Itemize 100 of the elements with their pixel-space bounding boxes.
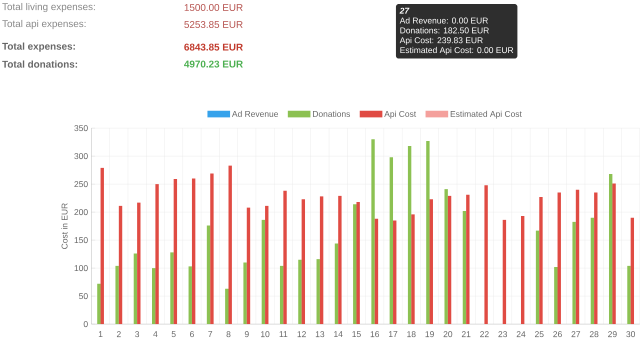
bar	[188, 266, 192, 324]
bar	[520, 216, 524, 324]
x-tick-label: 12	[298, 331, 306, 337]
x-tick-label: 28	[590, 331, 598, 338]
x-tick-label: 21	[462, 331, 470, 337]
y-axis-title: Cost in EUR	[61, 203, 68, 249]
bar	[152, 268, 156, 324]
text: 4970.23 EUR	[184, 60, 243, 68]
legend-label: Estimated Api Cost	[450, 110, 522, 118]
x-tick-label: 15	[352, 331, 361, 337]
bar	[466, 194, 470, 324]
bar	[393, 220, 396, 324]
legend-label: Donations	[313, 110, 350, 117]
bar	[612, 183, 616, 324]
bar	[484, 185, 488, 324]
y-tick-label: 250	[74, 180, 88, 187]
y-tick-label: 50	[79, 292, 88, 299]
x-tick-label: 19	[426, 331, 434, 338]
x-tick-label: 23	[498, 331, 508, 338]
y-tick-label: 300	[74, 152, 88, 159]
x-tick-label: 13	[316, 331, 324, 338]
text: Total api expenses:	[2, 20, 86, 29]
bar	[353, 204, 356, 324]
text: 6843.85 EUR	[184, 43, 243, 50]
text: 27	[400, 8, 410, 14]
x-tick-label: 24	[516, 331, 526, 337]
x-tick-label: 17	[388, 331, 398, 337]
bar	[298, 260, 302, 324]
bar	[316, 258, 320, 324]
bar	[608, 174, 612, 324]
bar	[572, 222, 576, 324]
bar	[374, 218, 378, 324]
text: Total donations:	[2, 60, 78, 68]
bar	[448, 196, 452, 324]
text: Api Cost: 239.83 EUR	[400, 36, 483, 45]
y-tick-label: 350	[74, 124, 88, 131]
x-tick-label: 2	[116, 331, 121, 337]
bar	[115, 266, 119, 324]
x-tick-label: 22	[480, 331, 489, 337]
bar	[630, 218, 634, 324]
bar	[558, 192, 561, 324]
bar	[228, 165, 232, 324]
bar	[426, 140, 430, 324]
bar	[265, 206, 268, 324]
bar	[430, 199, 433, 324]
bar	[262, 220, 266, 324]
bar	[280, 266, 284, 324]
bar	[134, 253, 138, 324]
legend-label: Ad Revenue	[232, 110, 278, 117]
bar	[155, 184, 159, 324]
x-tick-label: 7	[208, 331, 212, 337]
bar	[100, 168, 104, 324]
x-tick-label: 25	[534, 331, 544, 338]
text: Donations: 182.50 EUR	[400, 27, 489, 34]
bar	[554, 266, 558, 324]
bar	[174, 178, 178, 324]
bar	[444, 188, 448, 324]
bar	[408, 146, 412, 324]
bar	[390, 157, 394, 324]
bar	[502, 220, 506, 324]
bar	[302, 199, 306, 324]
bar	[137, 202, 141, 324]
x-tick-label: 10	[261, 331, 270, 338]
text: Total expenses:	[2, 42, 75, 52]
text: Ad Revenue: 0.00 EUR	[400, 17, 488, 24]
x-tick-label: 26	[553, 331, 562, 338]
x-tick-label: 20	[444, 331, 452, 338]
y-tick-label: 100	[74, 264, 88, 271]
x-tick-label: 11	[280, 331, 288, 337]
x-tick-label: 1	[98, 331, 102, 337]
bar	[594, 192, 598, 324]
bar	[590, 218, 594, 324]
x-tick-label: 18	[407, 331, 416, 338]
bar	[210, 173, 214, 324]
x-tick-label: 4	[153, 331, 158, 337]
x-tick-label: 6	[190, 331, 194, 338]
bar	[192, 178, 196, 324]
y-tick-label: 0	[84, 320, 88, 327]
y-tick-label: 200	[74, 208, 88, 215]
x-tick-label: 14	[334, 331, 343, 337]
x-tick-label: 29	[608, 331, 617, 338]
y-tick-label: 150	[74, 236, 88, 243]
text: Total living expenses:	[2, 2, 95, 12]
x-tick-label: 3	[135, 331, 140, 338]
bar	[356, 202, 360, 324]
bar	[320, 196, 324, 324]
bar	[338, 196, 342, 324]
x-tick-label: 27	[572, 331, 580, 337]
x-tick-label: 5	[172, 331, 176, 337]
legend-label: Api Cost	[384, 110, 416, 118]
text: 1500.00 EUR	[184, 4, 243, 11]
text: 5253.85 EUR	[184, 20, 243, 28]
bar	[225, 288, 229, 324]
bar	[243, 262, 247, 324]
bar	[536, 230, 540, 324]
x-tick-label: 9	[244, 331, 249, 338]
text: Estimated Api Cost: 0.00 EUR	[400, 46, 514, 55]
x-tick-label: 30	[626, 331, 636, 338]
x-tick-label: 8	[226, 331, 230, 338]
x-tick-label: 16	[370, 331, 380, 338]
